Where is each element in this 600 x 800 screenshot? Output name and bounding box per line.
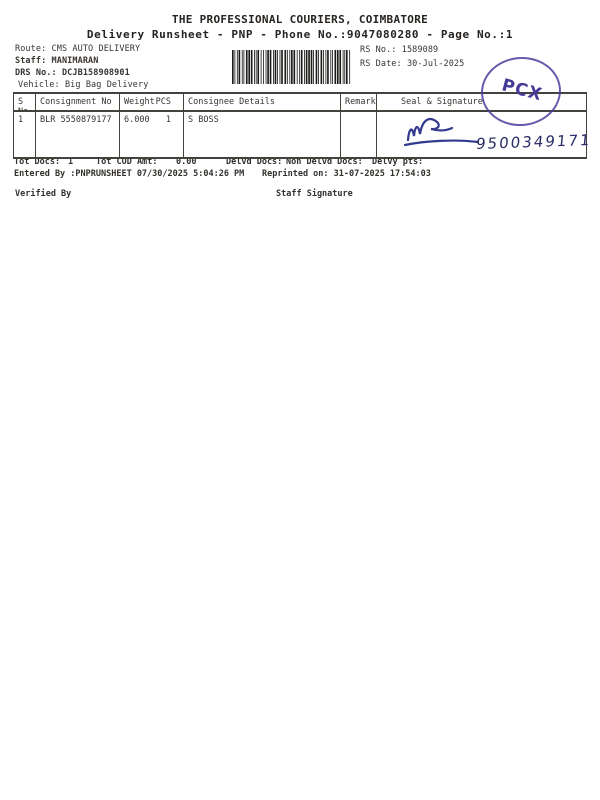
col-header-consignment-no: Consignment No [35,94,119,110]
vehicle-label: Vehicle: [18,80,60,90]
col-header-remarks: Remarks [340,94,376,110]
col-header-consignee-details: Consignee Details [183,94,340,110]
col-header-pcs: PCS [155,97,171,107]
staff-signature-label: Staff Signature [276,189,353,199]
cell-pcs: 1 [165,115,171,125]
cell-remarks [340,112,376,157]
cell-weight: 6.000 [124,115,150,125]
delvy-pts-label: Delvy pts: [372,157,424,167]
document-title: THE PROFESSIONAL COURIERS, COIMBATORE [171,13,429,26]
route-label: Route: [15,44,47,54]
rs-date-label: RS Date: [360,59,402,69]
staff-value: MANIMARAN [51,56,99,66]
vehicle-value: Big Bag Delivery [64,80,149,90]
rs-no-value: 1589089 [401,45,439,55]
barcode-image [232,50,351,84]
tot-docs-label: Tot Docs: [14,157,61,167]
staff-label: Staff: [15,56,47,66]
document-subtitle: Delivery Runsheet - PNP - Phone No.:9047… [86,28,514,41]
drs-line: DRS No.: DCJB158908901 [15,68,130,78]
table-header-row: S No Consignment No Weight PCS Consignee… [13,92,587,112]
table-row: 1 BLR 5550879177 6.000 1 S BOSS [13,112,587,159]
drs-label: DRS No.: [15,68,57,78]
cell-consignee-details: S BOSS [183,112,340,157]
consignment-table: S No Consignment No Weight PCS Consignee… [13,92,587,159]
non-delvd-docs-label: Non Delvd Docs: [286,157,363,167]
reprinted-on-line: Reprinted on: 31-07-2025 17:54:03 [262,169,431,179]
vehicle-line: Vehicle: Big Bag Delivery [18,80,148,90]
cell-s-no: 1 [13,112,35,157]
staff-line: Staff: MANIMARAN [15,56,99,66]
rs-no-label: RS No.: [360,45,397,55]
cell-weight-pcs: 6.000 1 [119,112,183,157]
col-header-seal-signature: Seal & Signature [376,94,587,110]
tot-docs-value: 1 [68,157,74,167]
route-value: CMS AUTO DELIVERY [51,44,141,54]
col-header-weight: Weight [124,97,155,107]
tot-cod-amt-value: 0.00 [176,157,197,167]
rs-date-value: 30-Jul-2025 [406,59,465,69]
verified-by-label: Verified By [15,189,72,199]
cell-consignment-no: BLR 5550879177 [35,112,119,157]
route-line: Route: CMS AUTO DELIVERY [15,44,140,54]
rs-date-line: RS Date: 30-Jul-2025 [360,59,464,69]
delvd-docs-label: Delvd Docs: [226,157,283,167]
cell-seal-signature [376,112,587,157]
stamp-text: PCX [500,74,545,105]
tot-cod-amt-label: Tot COD Amt: [96,157,158,167]
rs-no-line: RS No.: 1589089 [360,45,438,55]
col-header-weight-pcs: Weight PCS [119,94,183,110]
entered-by-line: Entered By :PNPRUNSHEET 07/30/2025 5:04:… [14,169,245,179]
signature-scribble [403,117,480,147]
col-header-s-no: S No [13,94,35,110]
drs-value: DCJB158908901 [61,68,130,78]
